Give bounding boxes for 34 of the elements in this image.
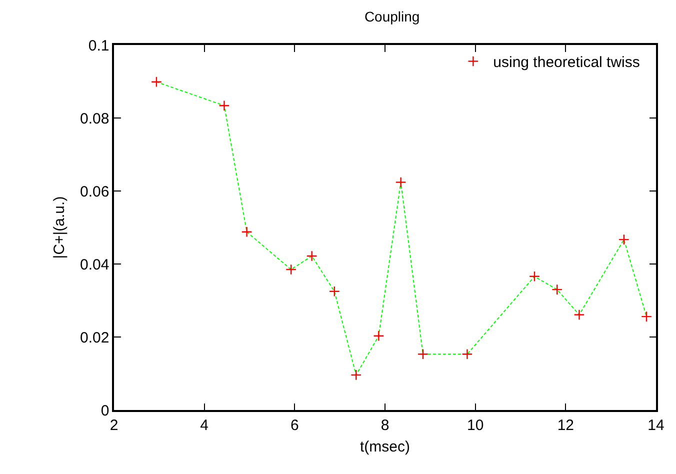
x-tick-label: 8: [380, 416, 390, 434]
point: [150, 76, 162, 88]
y-tick-label: 0.02: [80, 329, 110, 346]
x-tick-label: 6: [290, 416, 299, 434]
x-tick-label: 10: [466, 416, 484, 434]
x-tick-label: 12: [557, 416, 574, 434]
point: [328, 286, 340, 297]
point: [286, 264, 297, 275]
y-tick-label: 0.04: [80, 256, 110, 274]
line-series: [156, 81, 648, 376]
legend-label: using theoretical twiss: [493, 54, 640, 72]
x-tick-label: 14: [648, 416, 664, 434]
y-tick-label: 0.08: [80, 110, 110, 128]
y-tick-label: 0: [100, 402, 110, 420]
point: [552, 284, 563, 296]
x-tick-label: 4: [200, 416, 208, 434]
y-tick-label: 0.1: [88, 37, 110, 54]
point: [218, 100, 230, 112]
point: [306, 250, 318, 262]
x-tick-label: 2: [110, 416, 118, 434]
point: [373, 330, 384, 342]
point: [395, 176, 406, 188]
point: [241, 226, 252, 238]
x-axis-title: t(msec): [360, 438, 410, 456]
chart-title: Coupling: [364, 8, 420, 24]
y-tick-label: 0.06: [80, 183, 110, 200]
point: [641, 311, 652, 322]
point: [462, 348, 473, 360]
y-axis-title: |C+|(a.u.): [50, 196, 68, 259]
point: [529, 270, 540, 282]
point: [574, 309, 585, 320]
point: [350, 369, 362, 380]
point: [618, 234, 630, 246]
point: [417, 348, 428, 360]
